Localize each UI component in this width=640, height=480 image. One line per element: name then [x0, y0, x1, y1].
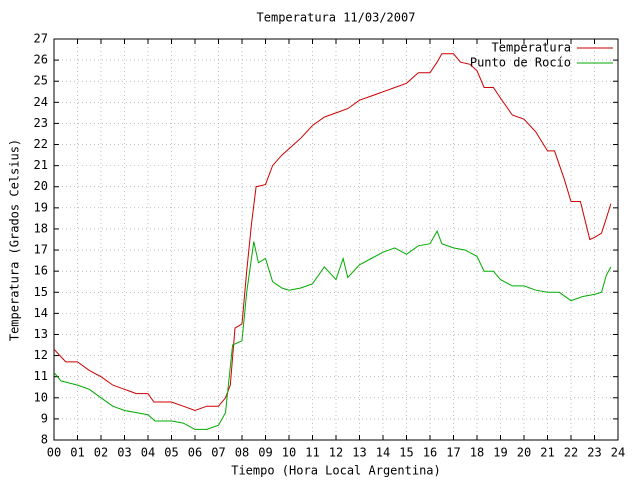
- x-tick-label: 01: [70, 446, 84, 460]
- x-tick-label: 19: [493, 446, 507, 460]
- x-tick-label: 12: [329, 446, 343, 460]
- x-tick-label: 14: [376, 446, 390, 460]
- x-tick-label: 07: [211, 446, 225, 460]
- y-tick-label: 24: [34, 95, 48, 109]
- x-tick-label: 21: [540, 446, 554, 460]
- x-tick-label: 06: [188, 446, 202, 460]
- x-tick-label: 22: [564, 446, 578, 460]
- x-tick-label: 17: [446, 446, 460, 460]
- legend-label: Temperatura: [492, 41, 571, 55]
- y-tick-label: 9: [41, 411, 48, 425]
- y-tick-label: 15: [34, 285, 48, 299]
- x-tick-label: 16: [423, 446, 437, 460]
- x-tick-label: 15: [399, 446, 413, 460]
- x-tick-label: 18: [470, 446, 484, 460]
- x-tick-label: 03: [117, 446, 131, 460]
- x-tick-label: 20: [517, 446, 531, 460]
- y-tick-label: 11: [34, 369, 48, 383]
- legend-label: Punto de Rocío: [470, 56, 571, 70]
- y-tick-label: 23: [34, 116, 48, 130]
- y-tick-label: 13: [34, 327, 48, 341]
- plot-border: [53, 38, 619, 441]
- y-tick-label: 17: [34, 243, 48, 257]
- x-axis-title: Tiempo (Hora Local Argentina): [231, 464, 441, 478]
- x-tick-label: 00: [47, 446, 61, 460]
- chart-title: Temperatura 11/03/2007: [257, 11, 416, 25]
- y-tick-label: 20: [34, 179, 48, 193]
- x-tick-label: 02: [94, 446, 108, 460]
- x-tick-label: 09: [258, 446, 272, 460]
- x-tick-label: 04: [141, 446, 155, 460]
- x-tick-label: 05: [164, 446, 178, 460]
- y-tick-label: 12: [34, 348, 48, 362]
- data-line: [53, 229, 612, 430]
- y-tick-label: 27: [34, 32, 48, 46]
- y-tick-label: 10: [34, 390, 48, 404]
- y-tick-label: 22: [34, 137, 48, 151]
- y-tick-label: 19: [34, 200, 48, 214]
- x-tick-label: 23: [587, 446, 601, 460]
- y-tick-label: 14: [34, 306, 48, 320]
- data-line: [53, 53, 612, 412]
- x-tick-label: 11: [305, 446, 319, 460]
- x-tick-label: 24: [611, 446, 625, 460]
- y-axis-title: Temperatura (Grados Celsius): [8, 139, 22, 341]
- y-tick-label: 26: [34, 53, 48, 67]
- y-tick-label: 21: [34, 158, 48, 172]
- x-tick-label: 13: [352, 446, 366, 460]
- y-tick-label: 25: [34, 74, 48, 88]
- y-tick-label: 8: [41, 433, 48, 447]
- y-tick-label: 18: [34, 221, 48, 235]
- y-tick-label: 16: [34, 264, 48, 278]
- x-tick-label: 08: [235, 446, 249, 460]
- x-tick-label: 10: [282, 446, 296, 460]
